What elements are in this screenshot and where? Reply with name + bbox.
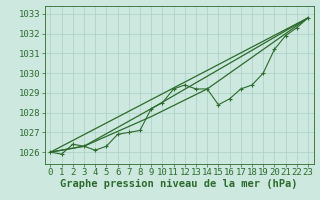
X-axis label: Graphe pression niveau de la mer (hPa): Graphe pression niveau de la mer (hPa) xyxy=(60,179,298,189)
